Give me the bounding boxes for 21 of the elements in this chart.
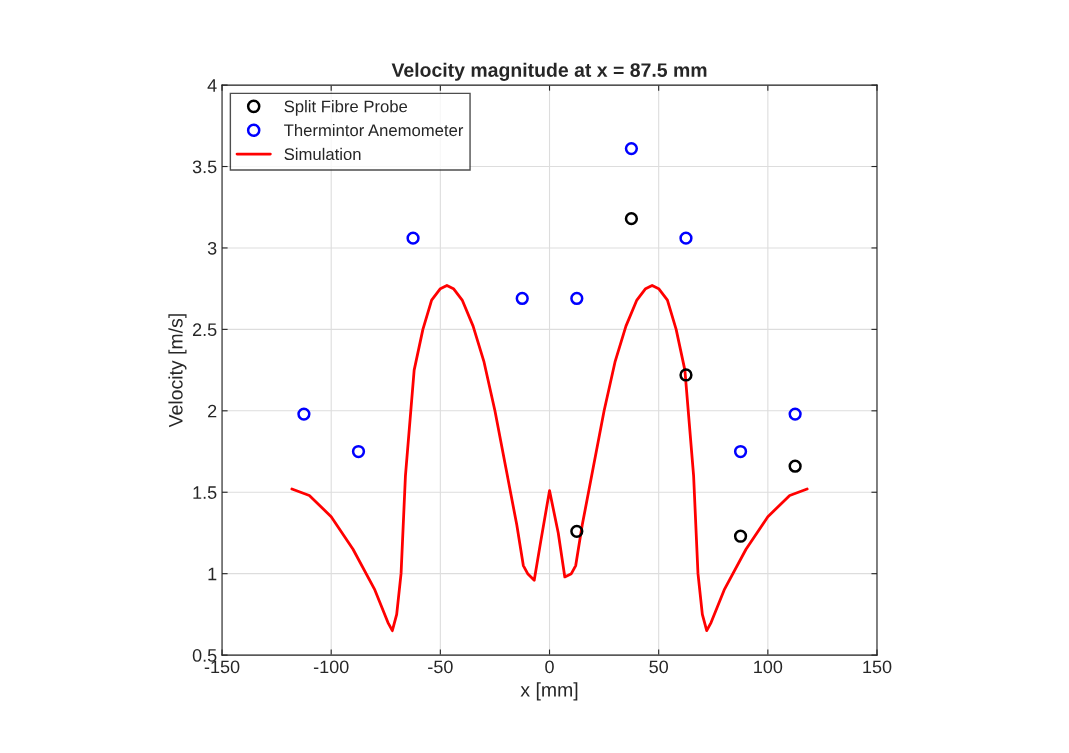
y-tick-label: 2.5 (192, 323, 217, 337)
y-tick-label: 2 (208, 404, 217, 418)
x-tick-label: -100 (313, 660, 349, 674)
legend-label: Split Fibre Probe (284, 100, 408, 116)
x-tick-label: -50 (428, 660, 453, 674)
x-tick-label: 0 (545, 660, 554, 674)
x-axis-title: x [mm] (520, 682, 578, 701)
y-tick-label: 0.5 (192, 649, 217, 662)
x-tick-label: 50 (649, 660, 669, 674)
legend-label: Thermintor Anemometer (284, 123, 464, 137)
y-tick-label: 1 (208, 567, 217, 581)
x-tick-label: -150 (204, 660, 240, 674)
y-tick-label: 3 (207, 241, 217, 255)
x-tick-label: 150 (863, 660, 892, 674)
y-axis-title: Velocity [m/s] (168, 314, 187, 428)
x-tick-label: 100 (754, 660, 783, 674)
y-tick-label: 4 (207, 79, 217, 92)
y-tick-label: 1.5 (193, 486, 217, 499)
chart-title: Velocity magnitude at x = 87.5 mm (391, 62, 707, 81)
y-tick-label: 3.5 (192, 160, 217, 174)
legend-label: Simulation (284, 147, 361, 161)
